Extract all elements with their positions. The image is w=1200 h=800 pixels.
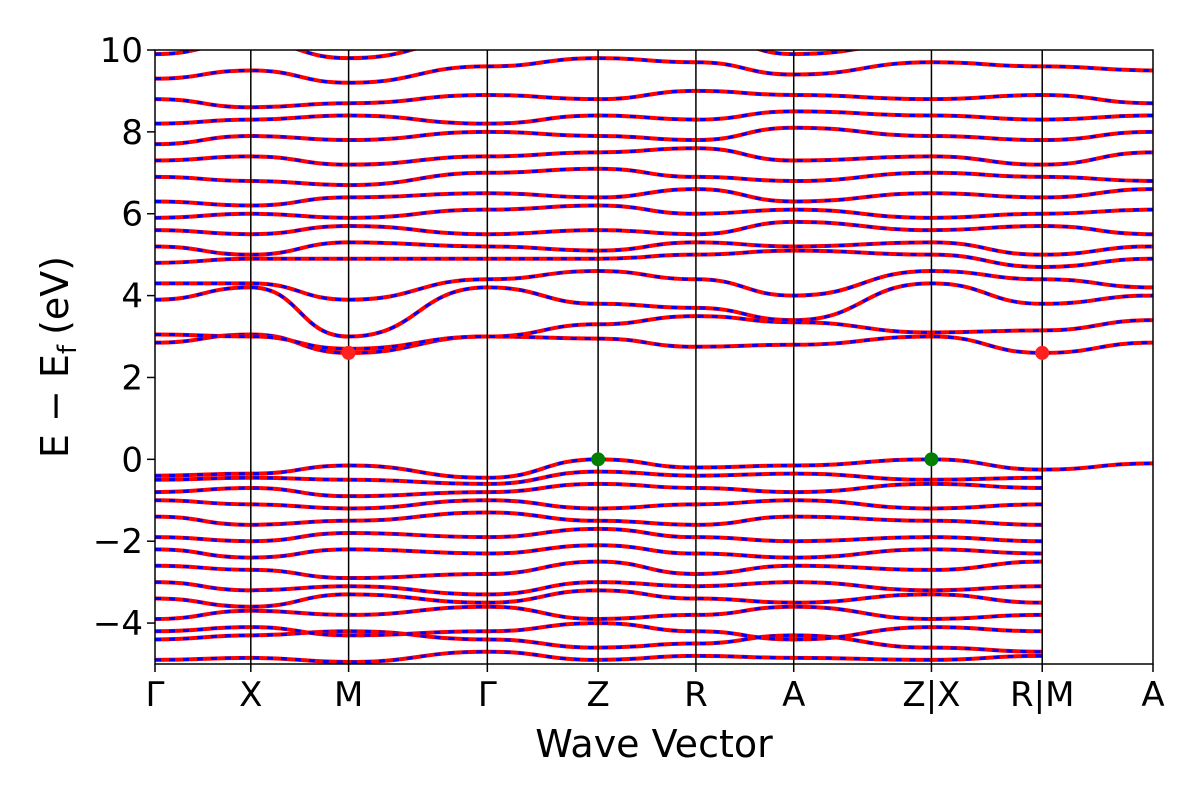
band-line-spin-down (155, 470, 1043, 486)
plot-frame (154, 49, 1154, 665)
y-axis-label: E − Ef (eV) (33, 256, 83, 458)
band-line-spin-down (155, 482, 1043, 498)
y-tick-label: 2 (121, 358, 143, 398)
band-line-spin-down (155, 511, 1043, 527)
band-line-spin-down (155, 109, 1153, 126)
band-line-spin-down (155, 220, 1153, 236)
y-tick-label: −4 (93, 604, 143, 644)
y-tick-label: 8 (121, 113, 143, 153)
y-axis-label-unit: (eV) (33, 256, 77, 335)
x-tick-label: M (334, 675, 363, 715)
vbm-marker (591, 452, 606, 467)
band-line-spin-down (155, 204, 1153, 220)
band-line-spin-down (155, 126, 1153, 146)
x-tick-label: R (684, 675, 708, 715)
band-line-spin-down (155, 560, 1043, 580)
vbm-marker (924, 452, 939, 467)
band-line-spin-down (155, 56, 1153, 85)
band-line-spin-down (155, 89, 1153, 109)
band-line-spin-down (155, 249, 1153, 269)
plot-background (155, 50, 1153, 664)
x-tick-label: Γ (478, 675, 497, 715)
band-line-spin-down (155, 281, 1153, 339)
x-tick-label: A (782, 675, 805, 715)
band-line-spin-down (155, 629, 1043, 654)
band-line-spin-up (155, 240, 1153, 257)
y-tick-label: 4 (121, 277, 143, 317)
band-line-spin-down (155, 167, 1153, 187)
band-line-spin-down (155, 457, 1153, 480)
y-axis-label-sub: f (53, 344, 83, 354)
band-line-spin-down (155, 498, 1043, 510)
band-line-spin-down (155, 146, 1153, 167)
y-tick-label: 6 (121, 195, 143, 235)
band-line-spin-down (155, 314, 1153, 351)
kpoint-lines (250, 50, 1043, 664)
band-line-spin-down (155, 187, 1153, 208)
y-axis-ticks: 10 8 6 4 2 0 −2 −4 (93, 31, 155, 644)
x-tick-label: A (1141, 675, 1164, 715)
band-line-spin-down (155, 580, 1043, 596)
band-line-spin-down (155, 543, 1043, 560)
x-tick-label: R|M (1010, 675, 1074, 715)
band-line-spin-down (155, 527, 1043, 543)
band-line-spin-down (155, 588, 1043, 609)
x-axis-ticks: Γ X M Γ Z R A Z|X R|M A (146, 664, 1165, 715)
x-tick-label: X (239, 675, 262, 715)
y-tick-label: 0 (121, 440, 143, 480)
cbm-marker (1035, 345, 1050, 360)
x-axis-label: Wave Vector (535, 722, 773, 766)
band-line-spin-up (155, 50, 863, 61)
x-tick-label: Z|X (902, 675, 960, 715)
band-line-spin-down (155, 605, 1043, 621)
band-edge-markers (341, 345, 1050, 467)
y-tick-label: 10 (100, 31, 143, 71)
band-line-spin-down (155, 650, 1043, 664)
cbm-marker (341, 345, 356, 360)
x-tick-label: Γ (146, 675, 165, 715)
y-tick-label: −2 (93, 522, 143, 562)
y-axis-label-main: E − E (33, 354, 77, 458)
band-line-spin-down (155, 269, 1153, 302)
band-line-spin-down (155, 332, 1153, 355)
x-tick-label: Z (586, 675, 609, 715)
